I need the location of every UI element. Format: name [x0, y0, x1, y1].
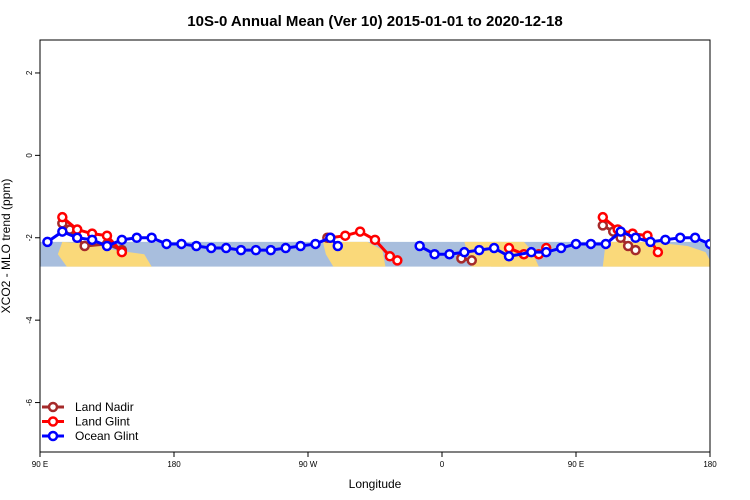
- data-point-ocean-glint: [176, 238, 187, 250]
- data-point-ocean-glint: [332, 240, 344, 252]
- data-point-land-glint: [71, 224, 83, 235]
- x-tick-label: 180: [167, 460, 181, 469]
- data-point-ocean-glint: [205, 242, 217, 254]
- data-point-ocean-glint: [444, 248, 455, 260]
- legend-label-land-glint: Land Glint: [75, 415, 130, 429]
- data-point-land-glint: [503, 242, 515, 254]
- y-tick-label: -6: [25, 398, 34, 406]
- legend-label-land-nadir: Land Nadir: [75, 400, 134, 414]
- data-point-ocean-glint: [265, 244, 277, 256]
- data-point-ocean-glint: [220, 242, 232, 254]
- data-point-ocean-glint: [526, 246, 537, 258]
- data-point-land-glint: [384, 251, 396, 262]
- data-point-ocean-glint: [503, 251, 515, 262]
- data-point-ocean-glint: [615, 226, 626, 237]
- data-point-ocean-glint: [101, 240, 113, 252]
- data-point-land-glint: [369, 234, 381, 246]
- legend-marker-land-nadir: [47, 401, 59, 413]
- data-point-ocean-glint: [555, 242, 567, 254]
- data-point-ocean-glint: [191, 240, 202, 252]
- data-point-ocean-glint: [570, 238, 582, 250]
- data-point-land-nadir: [622, 240, 634, 252]
- data-point-ocean-glint: [704, 238, 710, 250]
- data-point-ocean-glint: [459, 246, 470, 258]
- data-point-ocean-glint: [86, 234, 98, 246]
- data-point-land-glint: [101, 230, 113, 241]
- data-point-ocean-glint: [295, 240, 306, 252]
- y-axis-label: XCO2 - MLO trend (ppm): [0, 179, 13, 314]
- chart-title: 10S-0 Annual Mean (Ver 10) 2015-01-01 to…: [187, 13, 562, 30]
- y-tick-label: -4: [25, 316, 34, 324]
- data-point-land-glint: [652, 246, 664, 258]
- y-tick-label: -2: [25, 234, 34, 242]
- legend-label-ocean-glint: Ocean Glint: [75, 429, 139, 443]
- data-point-ocean-glint: [645, 236, 656, 248]
- x-axis: 90 E 180 90 W 0 90 E 180: [32, 452, 717, 469]
- series-ocean-glint: [42, 226, 710, 262]
- data-point-ocean-glint: [585, 238, 597, 250]
- data-point-land-glint: [354, 226, 366, 237]
- data-point-ocean-glint: [488, 242, 500, 254]
- y-tick-label: 0: [25, 153, 34, 158]
- data-point-ocean-glint: [146, 232, 157, 244]
- data-point-ocean-glint: [600, 238, 612, 250]
- data-point-ocean-glint: [116, 234, 128, 246]
- data-point-ocean-glint: [71, 232, 83, 244]
- data-point-ocean-glint: [660, 234, 671, 246]
- legend-marker-land-glint: [47, 416, 59, 427]
- data-point-ocean-glint: [57, 226, 68, 237]
- data-point-ocean-glint: [325, 232, 336, 244]
- data-point-ocean-glint: [674, 232, 686, 244]
- data-point-land-glint: [392, 255, 403, 266]
- data-point-land-nadir: [630, 244, 641, 256]
- data-point-ocean-glint: [630, 232, 641, 244]
- x-tick-label: 90 W: [299, 460, 318, 469]
- x-tick-label: 90 E: [32, 460, 48, 469]
- data-point-ocean-glint: [429, 248, 440, 260]
- data-point-ocean-glint: [250, 244, 262, 256]
- series-layer: [42, 211, 710, 266]
- x-tick-label: 180: [703, 460, 717, 469]
- data-point-ocean-glint: [131, 232, 143, 244]
- legend-marker-ocean-glint: [47, 430, 59, 442]
- data-point-ocean-glint: [414, 240, 425, 252]
- data-point-land-glint: [339, 230, 351, 241]
- data-point-ocean-glint: [280, 242, 291, 254]
- data-point-land-nadir: [79, 240, 90, 252]
- data-point-land-glint: [57, 211, 68, 223]
- data-point-land-glint: [116, 246, 128, 258]
- y-tick-label: 2: [25, 70, 34, 75]
- data-point-land-nadir: [466, 255, 478, 266]
- data-point-ocean-glint: [473, 244, 485, 256]
- data-point-ocean-glint: [235, 244, 247, 256]
- data-point-ocean-glint: [310, 238, 321, 250]
- x-tick-label: 0: [440, 460, 445, 469]
- y-axis: 2 0 -2 -4 -6: [25, 70, 40, 406]
- data-point-land-nadir: [597, 220, 609, 231]
- x-tick-label: 90 E: [568, 460, 584, 469]
- data-point-ocean-glint: [540, 246, 552, 258]
- data-point-ocean-glint: [689, 232, 701, 244]
- data-point-ocean-glint: [161, 238, 172, 250]
- x-axis-label: Longitude: [349, 477, 402, 491]
- data-point-ocean-glint: [42, 236, 53, 248]
- data-point-land-glint: [597, 211, 609, 223]
